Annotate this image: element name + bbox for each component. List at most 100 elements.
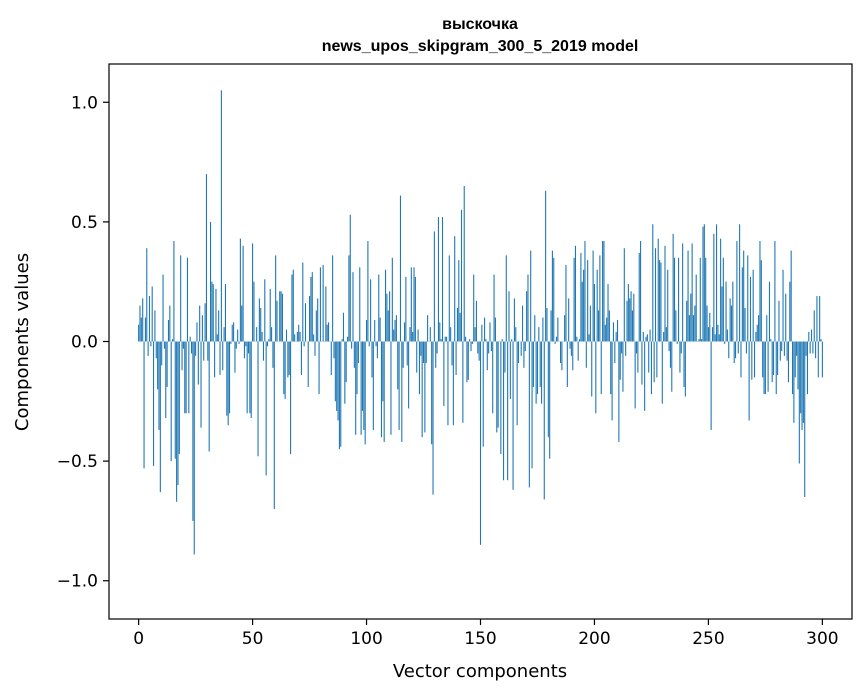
bar: [592, 250, 594, 342]
bar: [235, 341, 237, 349]
bar: [184, 341, 186, 414]
bar: [551, 250, 553, 342]
bar: [644, 341, 646, 411]
bar: [610, 341, 612, 395]
bar: [309, 296, 311, 342]
bar: [374, 319, 376, 342]
x-tick-label: 100: [350, 629, 382, 649]
bar: [447, 341, 449, 426]
bar: [275, 255, 277, 342]
bar: [625, 341, 627, 356]
bar: [661, 341, 663, 404]
bar: [484, 317, 486, 342]
bar: [583, 269, 585, 342]
bar: [416, 341, 418, 373]
bar: [389, 291, 391, 342]
bar: [581, 281, 583, 342]
bar: [695, 274, 697, 342]
bar: [802, 341, 804, 423]
bar: [151, 286, 153, 342]
bar: [796, 341, 798, 356]
bar: [745, 341, 747, 354]
bar: [688, 315, 690, 342]
bar: [801, 341, 803, 431]
bar: [154, 310, 156, 342]
bar: [246, 341, 248, 414]
bar: [812, 341, 814, 354]
bar: [576, 336, 578, 342]
bar: [347, 336, 349, 342]
bar: [310, 276, 312, 342]
bar: [764, 341, 766, 395]
bar: [332, 255, 334, 342]
bar: [361, 341, 364, 411]
bar: [789, 281, 791, 342]
bar: [810, 329, 813, 342]
bar: [144, 317, 146, 342]
bar: [475, 300, 477, 342]
bar: [520, 341, 522, 356]
bar: [678, 257, 680, 342]
bar: [580, 252, 582, 342]
bar: [749, 276, 752, 342]
bar: [465, 336, 467, 342]
bar: [496, 341, 498, 433]
bar: [382, 341, 384, 402]
bar: [585, 341, 587, 368]
bar: [432, 341, 434, 495]
bar: [467, 341, 469, 380]
bar: [707, 327, 709, 342]
bar: [623, 248, 625, 342]
bar: [391, 257, 393, 342]
bar: [659, 260, 661, 342]
bar: [527, 274, 529, 342]
bar: [291, 274, 293, 342]
bar: [793, 341, 795, 423]
bar: [401, 341, 403, 442]
bar: [682, 243, 684, 342]
bar: [421, 341, 423, 438]
bar: [208, 341, 210, 452]
bar: [234, 341, 236, 373]
bar: [687, 250, 689, 342]
bar: [413, 267, 415, 342]
bar: [140, 317, 142, 342]
bar: [294, 334, 296, 342]
bar: [292, 269, 294, 342]
bar: [573, 257, 575, 342]
bar: [181, 341, 183, 371]
bar: [418, 341, 420, 395]
bar: [684, 341, 686, 397]
bar: [378, 274, 380, 342]
bar: [170, 341, 172, 462]
y-tick-label: −1.0: [57, 572, 98, 592]
bar: [783, 341, 785, 356]
bar: [256, 327, 258, 342]
bar: [266, 341, 269, 347]
bar: [809, 341, 811, 354]
bar: [226, 341, 228, 416]
bar: [163, 341, 165, 349]
bar: [555, 336, 558, 342]
bar: [355, 341, 357, 435]
y-axis-label: Components values: [12, 253, 33, 431]
bar: [517, 341, 520, 364]
bar: [672, 233, 674, 342]
bar: [589, 305, 591, 342]
bar: [443, 341, 445, 407]
bar: [304, 303, 307, 342]
bar: [720, 238, 722, 342]
bar: [488, 341, 490, 354]
bar: [420, 341, 422, 356]
bar: [774, 241, 776, 342]
bar: [258, 298, 260, 342]
bar: [417, 329, 419, 342]
bar: [205, 174, 208, 342]
bar: [410, 267, 412, 342]
bar: [490, 341, 492, 352]
bar: [652, 224, 654, 342]
bar: [676, 341, 678, 344]
bar: [174, 341, 176, 459]
bar: [816, 296, 818, 342]
